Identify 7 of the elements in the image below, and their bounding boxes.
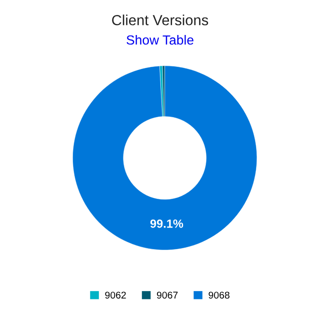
data-label: 99.1% xyxy=(150,219,184,228)
legend-label: 9062 xyxy=(105,292,126,299)
legend-label: 9068 xyxy=(208,292,230,299)
legend-label: 9067 xyxy=(156,292,178,299)
chart-title: Client Versions xyxy=(112,14,208,26)
chart-subtitle: Show Table xyxy=(126,34,194,45)
donut-slice xyxy=(72,66,258,250)
